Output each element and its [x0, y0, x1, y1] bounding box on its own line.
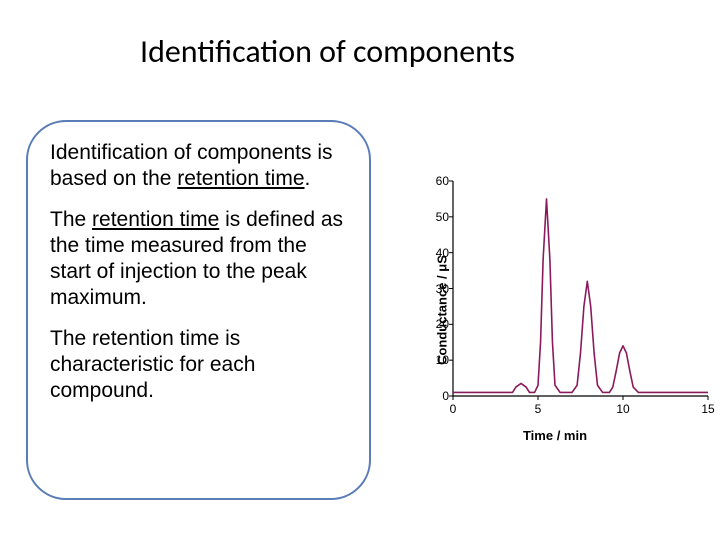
- info-bubble: Identification of components is based on…: [26, 120, 371, 500]
- y-tick-label: 50: [425, 210, 449, 224]
- x-tick-label: 0: [450, 402, 457, 416]
- y-tick-label: 20: [425, 317, 449, 331]
- y-tick-label: 40: [425, 246, 449, 260]
- chromatogram-chart: Conductance / μS Time / min 010203040506…: [395, 175, 715, 445]
- plot-svg: [453, 181, 708, 396]
- x-axis-label: Time / min: [523, 428, 587, 443]
- y-tick-label: 30: [425, 282, 449, 296]
- page-title: Identification of components: [140, 32, 515, 71]
- x-tick-label: 5: [535, 402, 542, 416]
- x-tick-label: 15: [701, 402, 714, 416]
- paragraph-3: The retention time is characteristic for…: [50, 326, 347, 405]
- p1-text-b: .: [305, 167, 311, 190]
- y-axis-label: Conductance / μS: [434, 255, 449, 365]
- y-tick-label: 60: [425, 174, 449, 188]
- plot-area: 0102030405060051015: [453, 181, 708, 396]
- paragraph-2: The retention time is defined as the tim…: [50, 207, 347, 312]
- p1-underline: retention time: [177, 167, 304, 190]
- p2-underline: retention time: [92, 208, 219, 231]
- y-tick-label: 0: [425, 389, 449, 403]
- x-tick-label: 10: [616, 402, 629, 416]
- paragraph-1: Identification of components is based on…: [50, 140, 347, 193]
- y-tick-label: 10: [425, 353, 449, 367]
- p2-text-a: The: [50, 208, 92, 231]
